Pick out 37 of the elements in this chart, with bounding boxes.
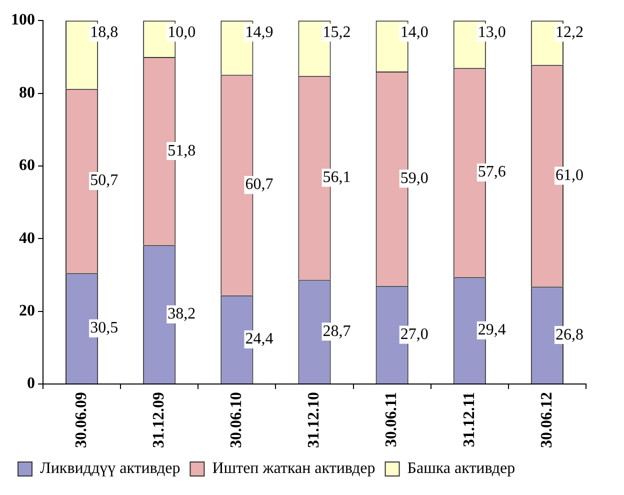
x-tick-label: 31.12.09: [150, 392, 168, 448]
data-label: 12,2: [556, 24, 584, 41]
data-label: 57,6: [478, 164, 506, 181]
data-label: 24,4: [245, 330, 274, 348]
data-label: 14,9: [245, 24, 274, 41]
y-tick-label: 100: [11, 12, 35, 29]
data-label: 30,5: [90, 320, 118, 337]
x-tick-label: 30.06.10: [228, 392, 246, 448]
x-tick-label: 30.06.12: [538, 392, 556, 448]
y-tick-label: 80: [19, 84, 35, 102]
x-tick-label: 30.06.11: [383, 392, 400, 448]
data-label: 29,4: [478, 322, 506, 339]
data-label: 14,0: [400, 24, 428, 41]
x-tick-label: 31.12.10: [306, 392, 323, 448]
data-label: 38,2: [168, 306, 196, 323]
data-label: 13,0: [478, 24, 506, 41]
legend-label: Башка активдер: [407, 460, 516, 478]
data-label: 60,7: [245, 176, 274, 194]
data-label: 51,8: [168, 142, 196, 160]
y-tick-label: 20: [19, 302, 35, 320]
data-label: 56,1: [322, 168, 351, 186]
x-tick-label: 31.12.11: [460, 392, 478, 448]
data-label: 10,0: [168, 24, 196, 41]
y-tick-label: 60: [19, 157, 35, 174]
legend-label: Ликвиддүү активдер: [40, 460, 180, 478]
data-label: 18,8: [90, 24, 118, 41]
data-label: 61,0: [556, 166, 584, 184]
y-tick-label: 0: [27, 375, 35, 392]
data-label: 59,0: [400, 170, 428, 187]
x-tick-label: 30.06.09: [72, 392, 90, 448]
legend-label: Иштеп жаткан активдер: [212, 460, 376, 478]
data-label: 15,2: [322, 24, 351, 41]
data-label: 50,7: [90, 172, 118, 190]
data-label: 26,8: [556, 326, 584, 344]
data-label: 28,7: [322, 322, 351, 340]
y-tick-label: 40: [19, 230, 35, 247]
data-label: 27,0: [400, 326, 428, 343]
